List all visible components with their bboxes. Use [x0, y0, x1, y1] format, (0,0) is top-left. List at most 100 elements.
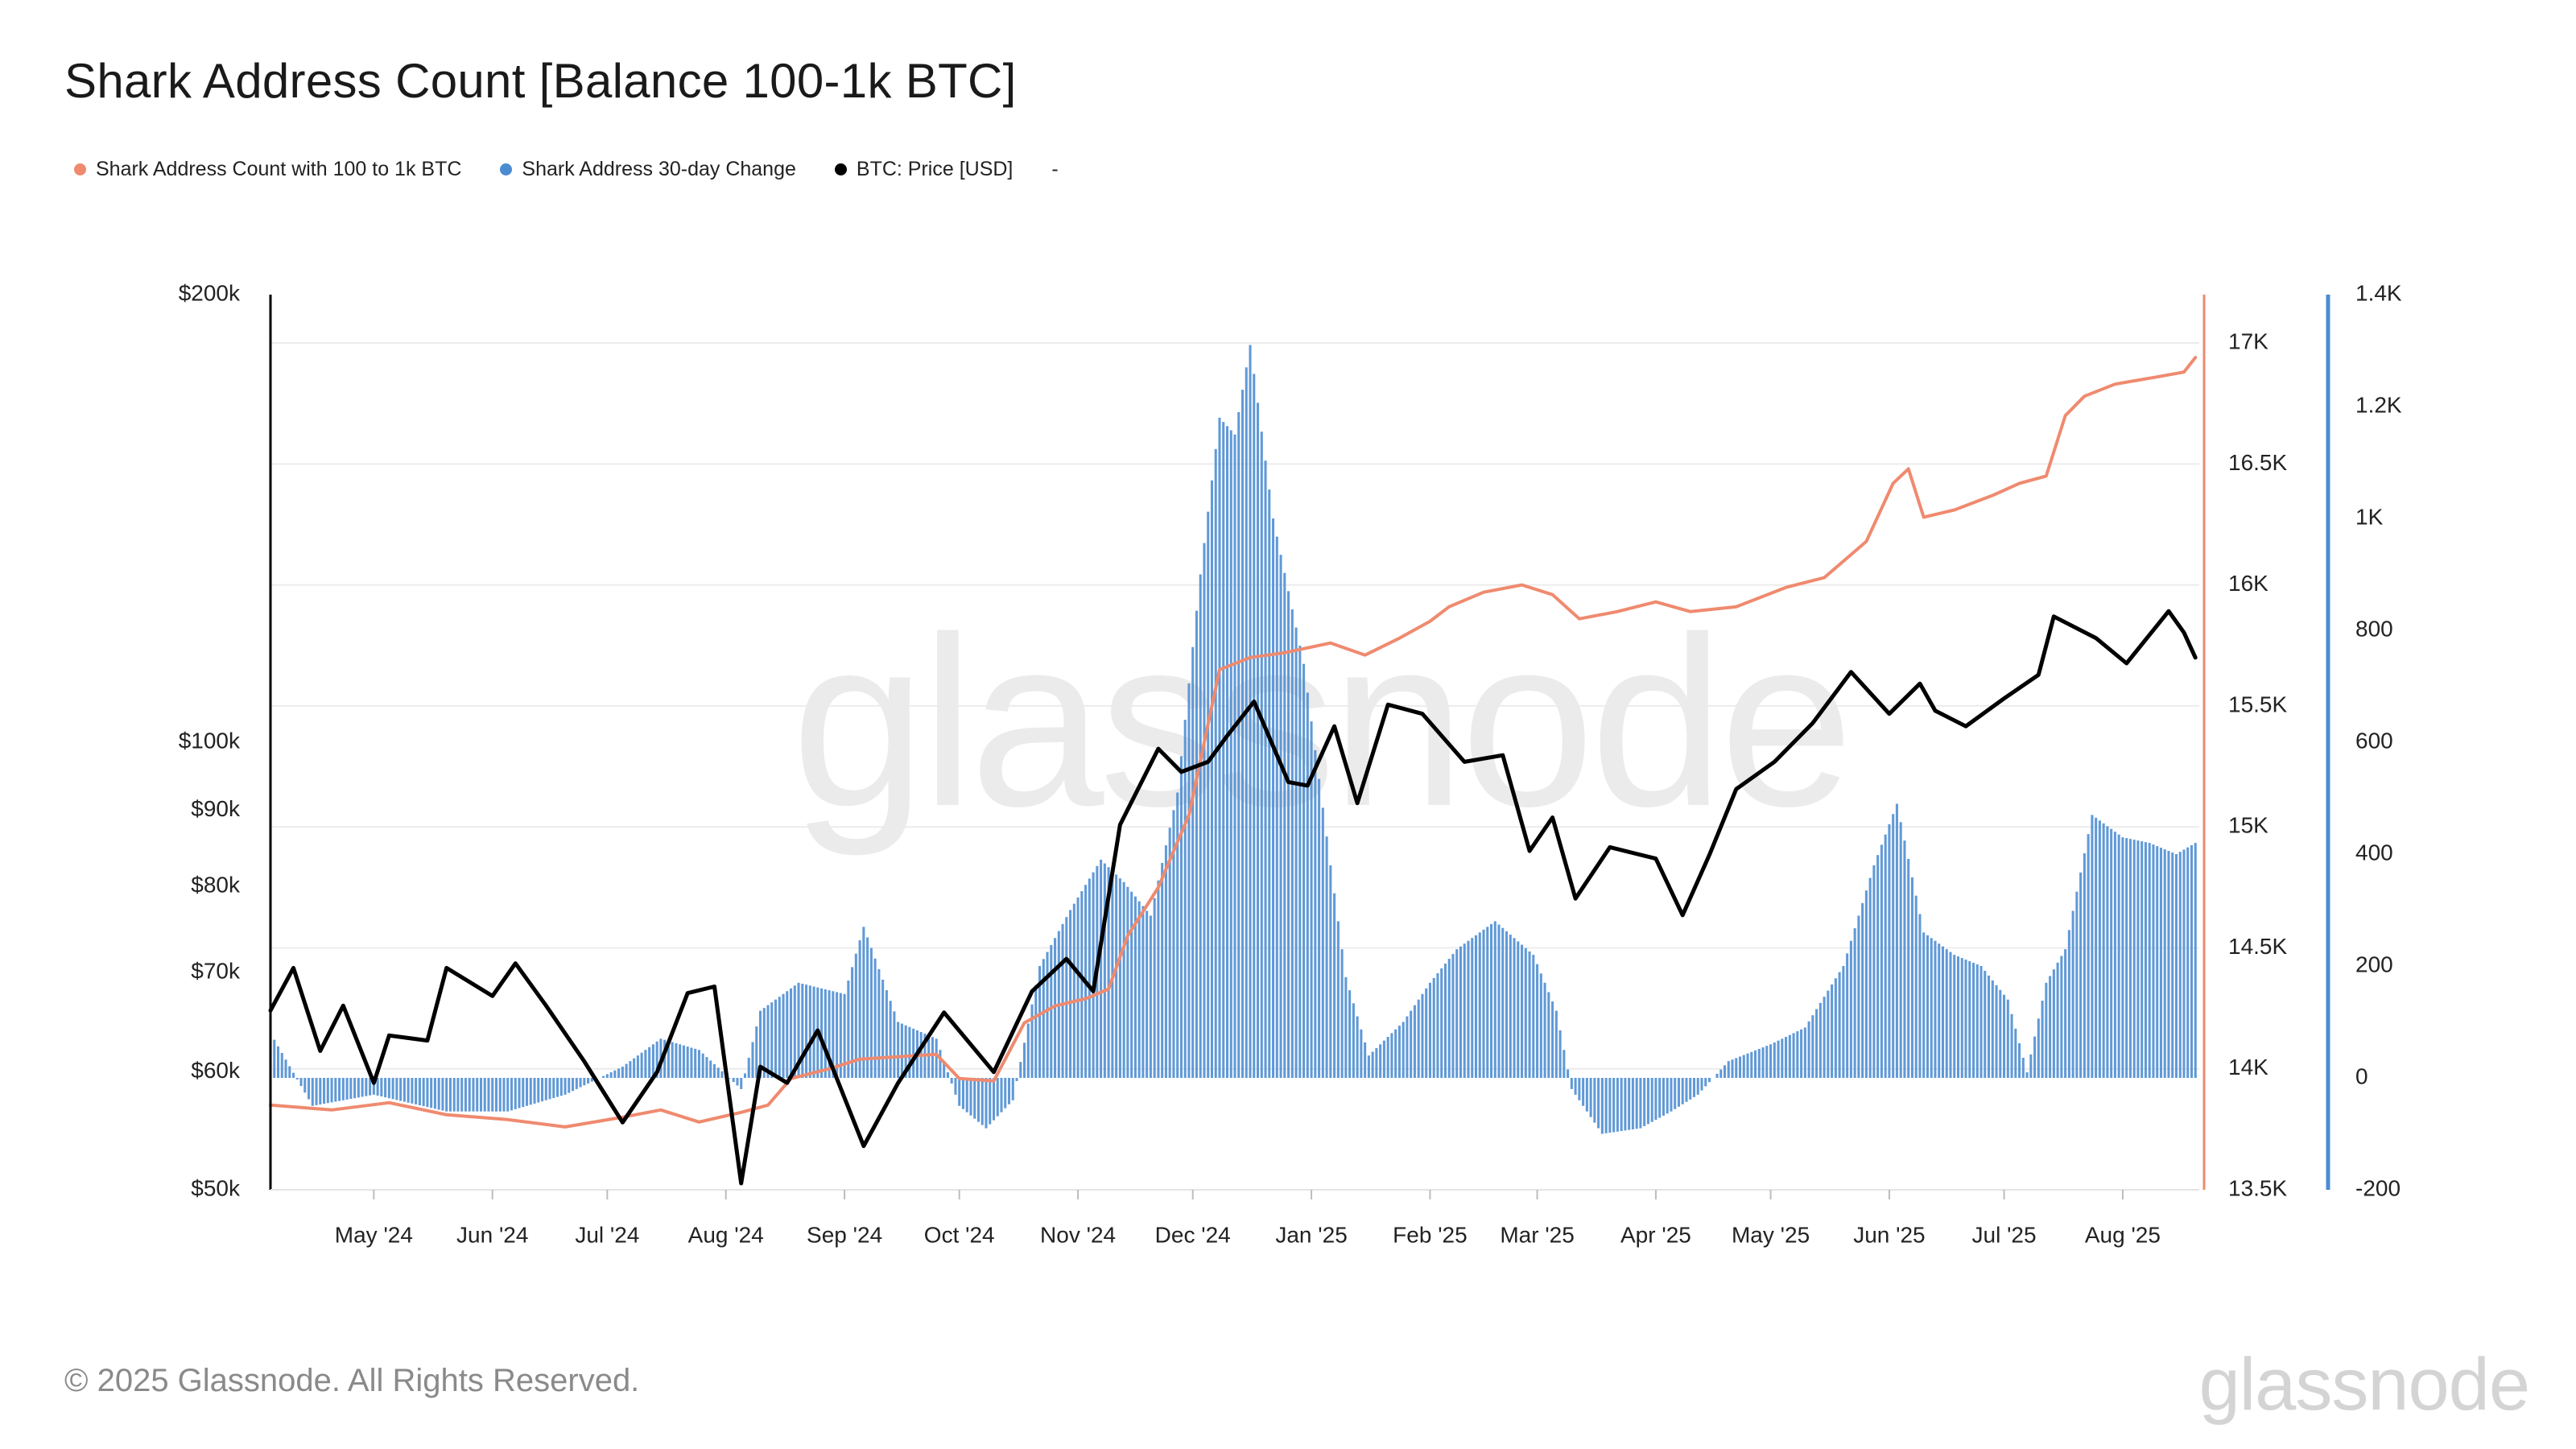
change-bar [319, 1078, 322, 1105]
change-bar [931, 1037, 934, 1078]
change-bar [548, 1078, 551, 1100]
change-bar [1823, 997, 1826, 1078]
x-tick-label: Oct '24 [924, 1222, 995, 1247]
change-bar [605, 1074, 609, 1078]
change-bar [2140, 841, 2144, 1078]
change-bar [793, 985, 796, 1078]
change-bar [697, 1050, 700, 1078]
change-bar [786, 991, 789, 1078]
change-bar [1149, 915, 1152, 1078]
legend-item-btc-price[interactable]: BTC: Price [USD] [834, 158, 1013, 181]
change-bar [2125, 838, 2128, 1078]
change-bar [1945, 949, 1948, 1078]
change-bar [1654, 1078, 1657, 1121]
legend-item-shark-count[interactable]: Shark Address Count with 100 to 1k BTC [74, 158, 461, 181]
change-bar [1287, 591, 1290, 1078]
change-bar [1785, 1037, 1788, 1078]
change-bar [812, 986, 815, 1078]
change-bar [1229, 430, 1232, 1078]
legend-label-btc-price: BTC: Price [USD] [856, 158, 1013, 180]
change-bar [2049, 976, 2052, 1078]
change-bar [1471, 938, 1474, 1078]
change-bar [1394, 1029, 1397, 1078]
change-bar [1207, 511, 1210, 1078]
change-bar [1868, 877, 1872, 1078]
change-bar [1455, 949, 1459, 1078]
change-bar [345, 1078, 349, 1100]
change-bar [1880, 844, 1883, 1078]
change-bar [1984, 970, 1987, 1078]
change-bar [2091, 815, 2094, 1078]
change-bar [395, 1078, 398, 1100]
change-bar [1666, 1078, 1669, 1114]
change-bar [720, 1071, 724, 1078]
change-bar [1023, 1042, 1026, 1078]
change-bar [636, 1055, 639, 1078]
change-bar [568, 1078, 571, 1093]
change-bar [1451, 954, 1455, 1078]
change-bar [273, 1039, 276, 1078]
change-bar [908, 1026, 911, 1078]
change-bar [663, 1039, 667, 1078]
change-bar [1861, 902, 1864, 1078]
change-bar [1356, 1016, 1359, 1078]
change-bar [2021, 1057, 2025, 1078]
change-bar [774, 999, 778, 1078]
change-bar [1176, 792, 1179, 1078]
change-bar [1934, 940, 1937, 1078]
change-bar [893, 1011, 896, 1078]
change-bar [1329, 865, 1332, 1078]
change-bar [452, 1078, 456, 1112]
change-bar [602, 1075, 605, 1078]
change-bar [1100, 859, 1103, 1078]
change-bar [1371, 1051, 1374, 1078]
x-tick-label: Dec '24 [1155, 1222, 1231, 1247]
change-bar [483, 1078, 486, 1112]
change-bar [326, 1078, 329, 1104]
change-bar [288, 1066, 291, 1078]
change-bar [1379, 1044, 1382, 1078]
change-bar [1750, 1051, 1753, 1078]
change-bar [2064, 949, 2067, 1078]
change-bar [1272, 518, 1275, 1078]
change-bar [494, 1078, 498, 1112]
change-bar [1658, 1078, 1662, 1118]
left-tick-label: $80k [191, 872, 241, 897]
change-bar [1505, 931, 1509, 1078]
change-bar [2159, 848, 2162, 1078]
change-bar [851, 967, 854, 1078]
x-tick-label: Aug '24 [688, 1222, 764, 1247]
change-bar [1849, 940, 1852, 1078]
change-bar [690, 1047, 693, 1078]
change-bar [679, 1044, 682, 1078]
change-bar [1968, 961, 1971, 1078]
change-bar [1818, 1002, 1822, 1078]
change-bar [1872, 865, 1876, 1078]
change-bar [1195, 610, 1198, 1078]
change-bar [1570, 1078, 1573, 1089]
change-bar [1493, 921, 1496, 1078]
change-bar [1727, 1061, 1730, 1078]
change-bar [415, 1078, 418, 1104]
change-bar [869, 947, 873, 1078]
change-bar [1161, 862, 1164, 1078]
change-bar [1692, 1078, 1695, 1097]
change-bar [1397, 1026, 1401, 1078]
change-bar [1122, 881, 1125, 1078]
change-bar [1876, 855, 1880, 1078]
change-bar [2117, 834, 2120, 1078]
change-bar [2060, 956, 2063, 1078]
change-bar [311, 1078, 314, 1106]
change-bar [1241, 390, 1245, 1078]
change-bar [1046, 952, 1049, 1078]
change-bar [1443, 964, 1447, 1078]
change-bar [633, 1058, 636, 1078]
change-bar [1773, 1042, 1776, 1078]
change-bar [1554, 1010, 1558, 1078]
change-bar [1318, 778, 1321, 1078]
change-bar [847, 980, 850, 1078]
change-bar [701, 1053, 704, 1078]
change-bar [1888, 824, 1891, 1078]
legend-item-30day-change[interactable]: Shark Address 30-day Change [500, 158, 796, 181]
copyright-text: © 2025 Glassnode. All Rights Reserved. [64, 1363, 640, 1398]
